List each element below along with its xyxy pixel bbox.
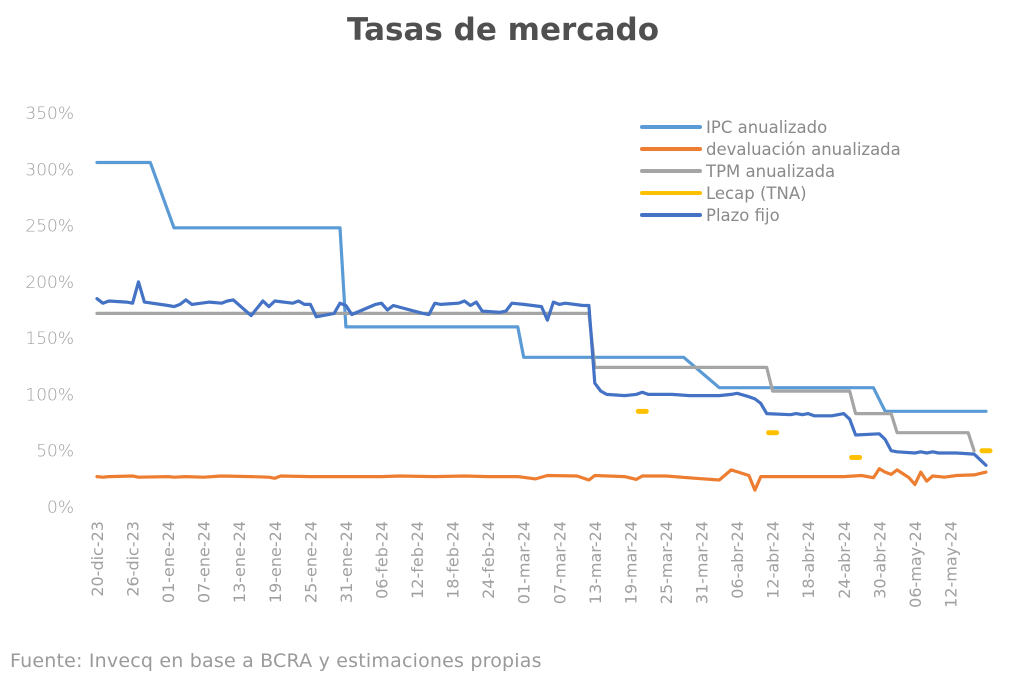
x-tick-label: 24-feb-24 xyxy=(479,521,498,599)
legend-label: TPM anualizada xyxy=(705,162,835,181)
y-tick-label: 0% xyxy=(47,498,74,518)
x-tick-label: 19-mar-24 xyxy=(621,521,640,604)
x-tick-label: 31-mar-24 xyxy=(693,521,712,604)
x-tick-label: 12-may-24 xyxy=(941,521,960,608)
x-tick-label: 13-mar-24 xyxy=(586,521,605,604)
source-note: Fuente: Invecq en base a BCRA y estimaci… xyxy=(10,650,542,672)
legend: IPC anualizado devaluación anualizada TPM … xyxy=(640,118,901,225)
y-tick-label: 150% xyxy=(25,329,74,349)
x-tick-label: 13-ene-24 xyxy=(230,521,249,603)
x-tick-label: 07-mar-24 xyxy=(550,521,569,604)
x-tick-label: 18-feb-24 xyxy=(444,521,463,599)
x-axis: 20-dic-23 26-dic-23 01-ene-24 07-ene-24 13-e… xyxy=(88,521,960,608)
x-tick-label: 18-abr-24 xyxy=(799,521,818,599)
y-tick-label: 50% xyxy=(36,442,74,462)
legend-label: Lecap (TNA) xyxy=(706,184,807,203)
x-tick-label: 30-abr-24 xyxy=(870,521,889,599)
y-tick-label: 350% xyxy=(25,104,74,124)
y-tick-label: 250% xyxy=(25,217,74,237)
x-tick-label: 12-abr-24 xyxy=(764,521,783,599)
legend-label: IPC anualizado xyxy=(706,118,827,137)
chart-title: Tasas de mercado xyxy=(347,12,659,48)
x-tick-label: 24-abr-24 xyxy=(835,521,854,599)
x-tick-label: 19-ene-24 xyxy=(266,521,285,603)
series-line-plazo-fijo xyxy=(95,280,988,467)
legend-label: devaluación anualizada xyxy=(706,140,901,159)
legend-label: Plazo fijo xyxy=(706,206,780,225)
series-line-ipc-anualizado xyxy=(95,160,988,413)
series-line-devaluacion-anualizada xyxy=(95,467,988,492)
x-tick-label: 26-dic-23 xyxy=(124,521,143,597)
x-tick-label: 12-feb-24 xyxy=(408,521,427,599)
x-tick-label: 31-ene-24 xyxy=(337,521,356,603)
x-tick-label: 01-ene-24 xyxy=(159,521,178,603)
y-tick-label: 300% xyxy=(25,160,74,180)
x-tick-label: 06-feb-24 xyxy=(372,521,391,599)
x-tick-label: 25-mar-24 xyxy=(657,521,676,604)
x-tick-label: 06-abr-24 xyxy=(728,521,747,599)
y-tick-label: 200% xyxy=(25,273,74,293)
x-tick-label: 06-may-24 xyxy=(906,521,925,608)
series-line-tpm-anualizada xyxy=(95,311,976,453)
x-tick-label: 01-mar-24 xyxy=(515,521,534,604)
y-axis: 350% 300% 250% 200% 150% 100% 50% 0% xyxy=(25,104,74,518)
series-layer xyxy=(95,160,993,492)
y-tick-label: 100% xyxy=(25,385,74,405)
x-tick-label: 25-ene-24 xyxy=(301,521,320,603)
x-tick-label: 20-dic-23 xyxy=(88,521,107,597)
x-tick-label: 07-ene-24 xyxy=(195,521,214,603)
